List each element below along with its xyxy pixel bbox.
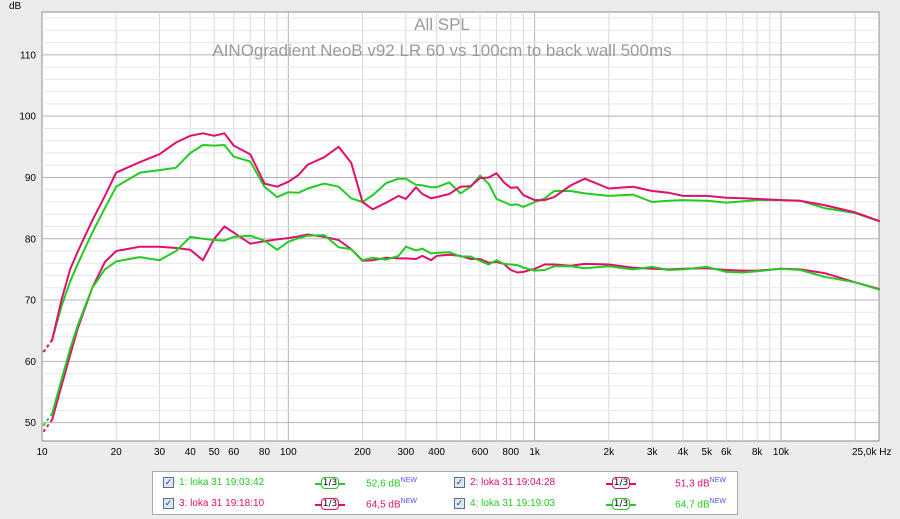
- smoothing-label: 1/3: [321, 477, 339, 489]
- x-tick-label: 10: [36, 447, 48, 458]
- legend-label: 1: loka 31 19:03:42: [179, 477, 265, 488]
- x-tick-label: 4k: [678, 447, 690, 458]
- legend-value-suffix: NEW: [709, 498, 726, 505]
- series-line-2: [51, 132, 880, 341]
- legend-value: 64,7 dBNEW: [668, 498, 726, 510]
- y-tick-label: 80: [25, 234, 37, 245]
- x-tick-label: 6k: [721, 447, 733, 458]
- x-tick-label: 600: [472, 447, 489, 458]
- checkbox-icon[interactable]: ✓: [454, 477, 465, 488]
- legend-label: 3: loka 31 19:18:10: [179, 498, 265, 509]
- y-tick-label: 60: [25, 357, 37, 368]
- series-extrapolation-3: [41, 418, 54, 435]
- legend-label: 4: loka 31 19:19:03: [470, 498, 556, 509]
- x-tick-label: 1k: [529, 447, 541, 458]
- series-extrapolation-2: [41, 339, 54, 355]
- legend: ✓ 1: loka 31 19:03:42 1/3 52,6 dBNEW ✓ 2…: [152, 471, 738, 515]
- checkbox-icon[interactable]: ✓: [163, 498, 174, 509]
- x-tick-label: 40: [185, 447, 197, 458]
- x-tick-label: 30: [154, 447, 166, 458]
- legend-value-text: 64,7 dB: [675, 499, 710, 511]
- smoothing-toggle[interactable]: 1/3: [315, 498, 345, 510]
- x-tick-label: 25,0k Hz: [852, 447, 891, 458]
- y-axis-label: dB: [9, 1, 22, 12]
- smoothing-toggle[interactable]: 1/3: [606, 498, 636, 510]
- smoothing-toggle[interactable]: 1/3: [315, 477, 345, 489]
- legend-item-2: ✓ 2: loka 31 19:04:28 1/3 51,3 dBNEW: [454, 474, 744, 494]
- chart-subtitle: AINOgradient NeoB v92 LR 60 vs 100cm to …: [212, 41, 671, 60]
- checkbox-icon[interactable]: ✓: [163, 477, 174, 488]
- legend-value-suffix: NEW: [400, 498, 417, 505]
- smoothing-label: 1/3: [612, 477, 630, 489]
- y-tick-label: 50: [25, 418, 37, 429]
- x-axis-ticks: 10 20 30 40 50 60 80 100 200 300 400 600 800 1k 2k 3k 4k…: [36, 447, 891, 458]
- legend-value-text: 52,6 dB: [366, 478, 401, 490]
- x-tick-label: 400: [428, 447, 445, 458]
- legend-value-text: 64,5 dB: [366, 499, 401, 511]
- series-group: [41, 132, 880, 435]
- x-tick-label: 50: [209, 447, 221, 458]
- x-tick-label: 200: [354, 447, 371, 458]
- legend-item-1: ✓ 1: loka 31 19:03:42 1/3 52,6 dBNEW: [163, 474, 453, 494]
- x-tick-label: 8k: [752, 447, 764, 458]
- legend-value-text: 51,3 dB: [675, 478, 710, 490]
- y-tick-label: 100: [19, 112, 36, 123]
- smoothing-toggle[interactable]: 1/3: [606, 477, 636, 489]
- chart-title: All SPL: [414, 15, 470, 34]
- series-line-1: [51, 144, 880, 341]
- legend-row: ✓ 1: loka 31 19:03:42 1/3 52,6 dBNEW ✓ 2…: [153, 474, 737, 494]
- y-axis-ticks: 50 60 70 80 90 100 110: [19, 50, 36, 429]
- legend-value: 52,6 dBNEW: [359, 477, 417, 489]
- legend-row: ✓ 3: loka 31 19:18:10 1/3 64,5 dBNEW ✓ 4…: [153, 495, 737, 515]
- x-tick-label: 5k: [702, 447, 714, 458]
- legend-item-4: ✓ 4: loka 31 19:19:03 1/3 64,7 dBNEW: [454, 495, 744, 515]
- x-tick-label: 60: [228, 447, 240, 458]
- smoothing-label: 1/3: [321, 498, 339, 510]
- x-tick-label: 80: [259, 447, 271, 458]
- legend-value-suffix: NEW: [709, 477, 726, 484]
- y-tick-label: 70: [25, 296, 37, 307]
- x-tick-label: 20: [111, 447, 123, 458]
- legend-item-3: ✓ 3: loka 31 19:18:10 1/3 64,5 dBNEW: [163, 495, 453, 515]
- legend-value: 64,5 dBNEW: [359, 498, 417, 510]
- smoothing-label: 1/3: [612, 498, 630, 510]
- x-tick-label: 3k: [647, 447, 659, 458]
- legend-value: 51,3 dBNEW: [668, 477, 726, 489]
- x-tick-label: 100: [280, 447, 297, 458]
- legend-label: 2: loka 31 19:04:28: [470, 477, 556, 488]
- legend-value-suffix: NEW: [400, 477, 417, 484]
- y-tick-label: 110: [20, 50, 36, 61]
- x-tick-label: 800: [502, 447, 519, 458]
- x-tick-label: 300: [398, 447, 415, 458]
- y-tick-label: 90: [25, 173, 37, 184]
- x-tick-label: 10k: [773, 447, 790, 458]
- x-tick-label: 2k: [604, 447, 616, 458]
- series-extrapolation-4: [41, 412, 54, 429]
- checkbox-icon[interactable]: ✓: [454, 498, 465, 509]
- grid: [42, 12, 879, 441]
- series-line-4: [51, 234, 880, 415]
